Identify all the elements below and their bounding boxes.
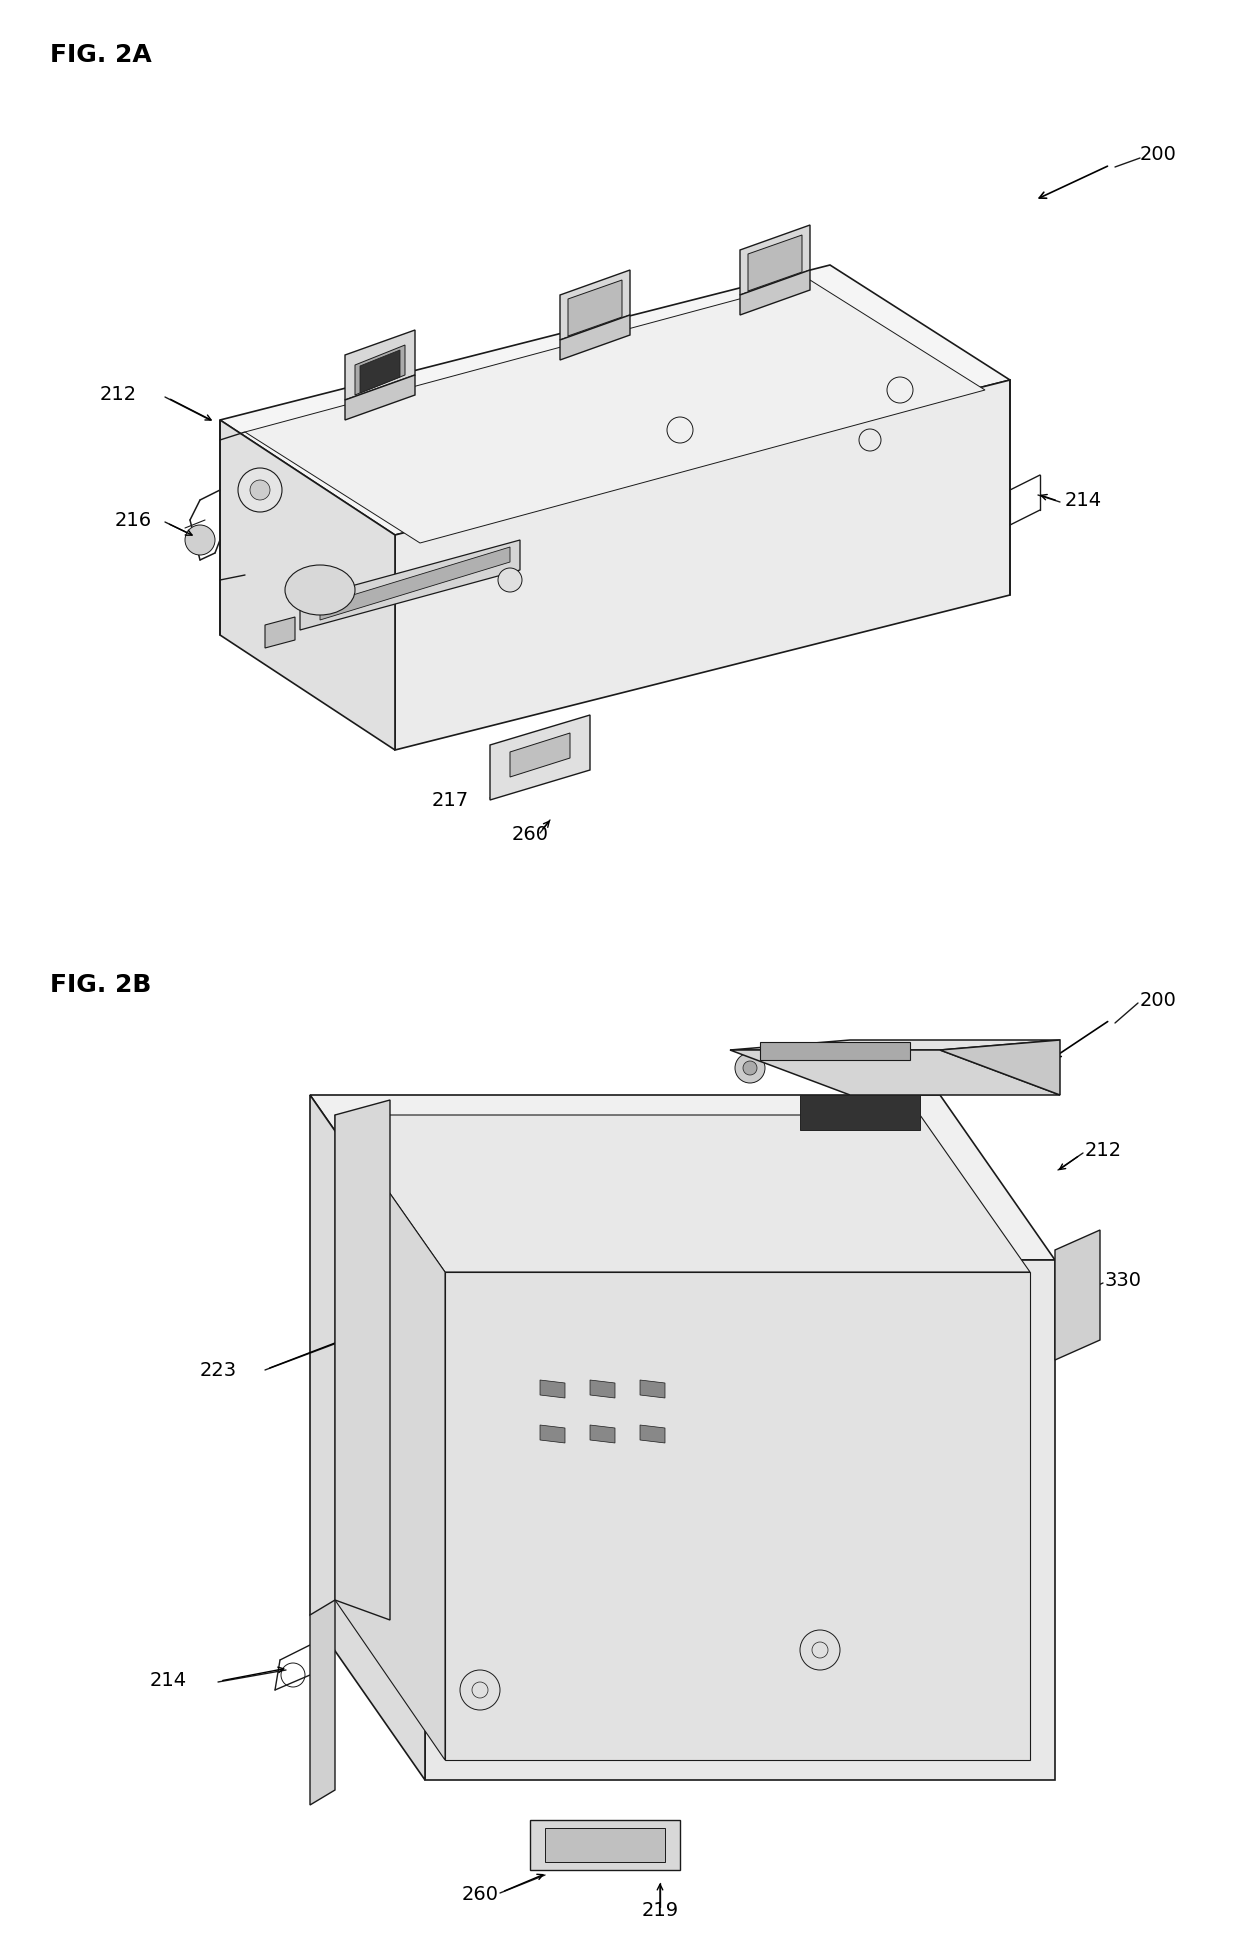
Circle shape [460, 1670, 500, 1711]
Polygon shape [396, 381, 1011, 750]
Polygon shape [546, 1828, 665, 1861]
Polygon shape [310, 1600, 335, 1805]
Polygon shape [748, 234, 802, 291]
Polygon shape [320, 547, 510, 619]
Polygon shape [529, 1820, 680, 1871]
Polygon shape [246, 279, 985, 543]
Polygon shape [539, 1426, 565, 1443]
Polygon shape [640, 1381, 665, 1398]
Text: 200: 200 [1140, 990, 1177, 1010]
Polygon shape [355, 346, 405, 395]
Polygon shape [730, 1051, 1060, 1096]
Polygon shape [335, 1115, 445, 1760]
Polygon shape [219, 266, 1011, 535]
Polygon shape [345, 375, 415, 420]
Polygon shape [940, 1041, 1060, 1096]
Polygon shape [640, 1426, 665, 1443]
Polygon shape [590, 1426, 615, 1443]
Polygon shape [345, 330, 415, 400]
Polygon shape [539, 1381, 565, 1398]
Text: 217: 217 [432, 791, 469, 809]
Text: 200: 200 [1140, 146, 1177, 164]
Polygon shape [740, 270, 810, 314]
Polygon shape [219, 420, 396, 750]
Polygon shape [335, 1100, 391, 1619]
Circle shape [238, 469, 281, 512]
Text: 214: 214 [150, 1670, 187, 1689]
Circle shape [498, 568, 522, 592]
Text: 260: 260 [511, 826, 548, 844]
Polygon shape [445, 1271, 1030, 1760]
Polygon shape [300, 539, 520, 631]
Polygon shape [590, 1381, 615, 1398]
Circle shape [735, 1053, 765, 1084]
Text: FIG. 2B: FIG. 2B [50, 973, 151, 996]
Circle shape [800, 1631, 839, 1670]
Polygon shape [425, 1260, 1055, 1779]
Polygon shape [730, 1041, 1060, 1051]
Circle shape [743, 1060, 756, 1074]
Polygon shape [800, 1096, 920, 1131]
Polygon shape [335, 1115, 1030, 1271]
Text: 260: 260 [461, 1885, 498, 1904]
Polygon shape [510, 732, 570, 777]
Circle shape [250, 480, 270, 500]
Text: 212: 212 [1085, 1141, 1122, 1160]
Text: 216: 216 [115, 510, 153, 529]
Polygon shape [560, 314, 630, 359]
Ellipse shape [285, 564, 355, 615]
Polygon shape [568, 279, 622, 336]
Polygon shape [310, 1096, 425, 1779]
Text: FIG. 2A: FIG. 2A [50, 43, 151, 66]
Text: 219: 219 [641, 1900, 678, 1920]
Text: 330: 330 [1105, 1271, 1142, 1289]
Polygon shape [560, 270, 630, 340]
Polygon shape [265, 617, 295, 648]
Polygon shape [760, 1043, 910, 1060]
Polygon shape [740, 225, 810, 295]
Text: 223: 223 [200, 1361, 237, 1379]
Text: 214: 214 [1065, 490, 1102, 510]
Circle shape [185, 525, 215, 555]
Polygon shape [1055, 1230, 1100, 1359]
Polygon shape [490, 715, 590, 801]
Polygon shape [360, 350, 401, 393]
Text: 212: 212 [100, 385, 138, 404]
Polygon shape [310, 1096, 1055, 1260]
